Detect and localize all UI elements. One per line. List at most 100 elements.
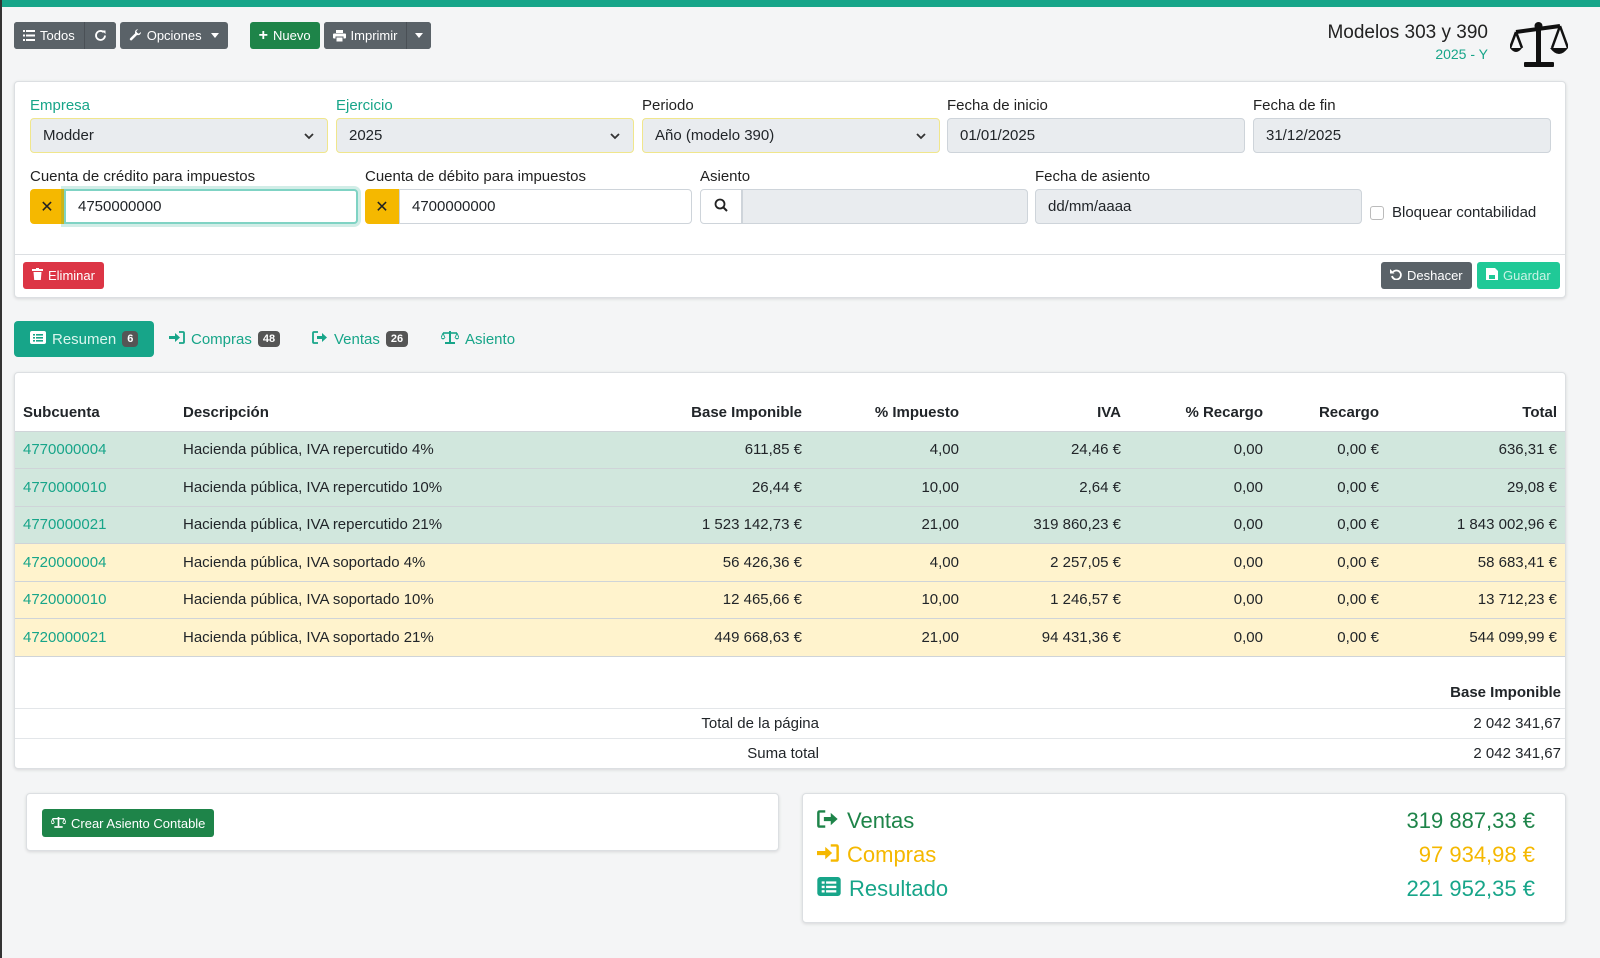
recargo-cell: 0,00 € <box>1271 468 1387 506</box>
close-icon: ✕ <box>40 198 54 216</box>
descripcion-cell: Hacienda pública, IVA soportado 21% <box>175 618 555 656</box>
fecha-asiento-placeholder: dd/mm/aaaa <box>1048 198 1132 215</box>
total-cell: 58 683,41 € <box>1387 543 1565 581</box>
opciones-button[interactable]: Opciones <box>119 22 228 49</box>
subcuenta-link[interactable]: 4720000010 <box>15 580 175 619</box>
iva-cell: 24,46 € <box>967 430 1129 469</box>
imprimir-button-group: Imprimir <box>323 22 432 49</box>
chevron-down-icon <box>609 129 621 146</box>
empresa-value: Modder <box>43 127 94 144</box>
recargo-cell: 0,00 € <box>1271 430 1387 469</box>
base-cell: 1 523 142,73 € <box>555 505 810 544</box>
grand-total-row: Suma total 2 042 341,67 <box>15 738 1565 768</box>
ejercicio-label: Ejercicio <box>336 97 393 114</box>
iva-summary-table: Subcuenta Descripción Base Imponible % I… <box>15 373 1565 656</box>
iva-cell: 2 257,05 € <box>967 543 1129 581</box>
bloquear-checkbox[interactable] <box>1370 205 1384 220</box>
eliminar-button[interactable]: Eliminar <box>23 262 104 289</box>
guardar-button[interactable]: Guardar <box>1477 262 1560 289</box>
ventas-label: Ventas <box>847 808 915 833</box>
iva-cell: 2,64 € <box>967 468 1129 506</box>
print-icon <box>332 29 346 42</box>
asiento-field[interactable] <box>742 189 1028 224</box>
impuesto-cell: 21,00 <box>810 618 967 656</box>
fecha-inicio-field[interactable]: 01/01/2025 <box>947 118 1245 153</box>
list-alt-icon <box>817 876 841 902</box>
iva-cell: 319 860,23 € <box>967 505 1129 544</box>
periodo-label: Periodo <box>642 97 694 114</box>
asiento-search-button[interactable] <box>700 189 742 224</box>
header-title-block: Modelos 303 y 390 2025 - Y <box>1327 22 1488 62</box>
sign-out-icon <box>817 808 839 834</box>
summary-table-card: Subcuenta Descripción Base Imponible % I… <box>14 372 1566 769</box>
ejercicio-value: 2025 <box>349 127 383 144</box>
totals-header: Base Imponible <box>1450 684 1561 701</box>
recargo-cell: 0,00 € <box>1271 618 1387 656</box>
nuevo-button[interactable]: + Nuevo <box>249 22 320 49</box>
base-cell: 56 426,36 € <box>555 543 810 581</box>
fecha-inicio-value: 01/01/2025 <box>960 127 1036 144</box>
debito-input[interactable]: 4700000000 <box>399 189 692 224</box>
debito-value: 4700000000 <box>412 198 496 215</box>
fecha-asiento-field[interactable]: dd/mm/aaaa <box>1035 189 1362 224</box>
totals-section: Base Imponible Total de la página 2 042 … <box>15 656 1565 768</box>
subcuenta-link[interactable]: 4770000010 <box>15 468 175 506</box>
compras-label: Compras <box>847 842 937 867</box>
table-row: 4770000021 Hacienda pública, IVA repercut… <box>15 505 1565 544</box>
recargo-pct-cell: 0,00 <box>1129 580 1271 619</box>
table-row: 4720000021 Hacienda pública, IVA soportad… <box>15 618 1565 656</box>
todos-button-group: Todos <box>14 22 116 49</box>
descripcion-cell: Hacienda pública, IVA repercutido 4% <box>175 430 555 469</box>
subcuenta-link[interactable]: 4770000021 <box>15 505 175 544</box>
tab-ventas[interactable]: Ventas 26 <box>312 321 409 357</box>
guardar-label: Guardar <box>1503 268 1551 283</box>
subcuenta-link[interactable]: 4720000021 <box>15 618 175 656</box>
clear-debito-button[interactable]: ✕ <box>365 189 399 224</box>
impuesto-cell: 10,00 <box>810 468 967 506</box>
page-total-label: Total de la página <box>701 715 819 732</box>
empresa-select[interactable]: Modder <box>30 118 328 153</box>
tab-asiento-label: Asiento <box>465 330 516 348</box>
list-alt-icon <box>30 330 46 348</box>
fecha-fin-field[interactable]: 31/12/2025 <box>1253 118 1551 153</box>
refresh-icon <box>94 29 107 42</box>
total-cell: 13 712,23 € <box>1387 580 1565 619</box>
tab-resumen[interactable]: Resumen 6 <box>14 321 154 357</box>
nuevo-label: Nuevo <box>272 28 311 43</box>
credito-input[interactable]: 4750000000 <box>64 189 358 224</box>
recargo-pct-cell: 0,00 <box>1129 505 1271 544</box>
crear-asiento-button[interactable]: Crear Asiento Contable <box>42 809 215 837</box>
tab-ventas-badge: 26 <box>385 331 409 347</box>
base-cell: 26,44 € <box>555 468 810 506</box>
todos-button[interactable]: Todos <box>14 22 84 49</box>
impuesto-cell: 21,00 <box>810 505 967 544</box>
asiento-label: Asiento <box>700 168 751 185</box>
chevron-down-icon <box>915 129 927 146</box>
ventas-summary: Ventas <box>817 808 914 834</box>
balance-scale-icon <box>50 816 67 831</box>
tab-resumen-label: Resumen <box>52 330 117 348</box>
refresh-button[interactable] <box>83 22 116 49</box>
clear-credito-button[interactable]: ✕ <box>30 189 64 224</box>
tab-asiento[interactable]: Asiento <box>440 321 516 357</box>
tab-compras-label: Compras <box>191 330 252 348</box>
ejercicio-select[interactable]: 2025 <box>336 118 634 153</box>
todos-label: Todos <box>40 28 75 43</box>
imprimir-button[interactable]: Imprimir <box>323 22 407 49</box>
imprimir-dropdown-toggle[interactable] <box>406 22 432 49</box>
list-icon <box>23 30 35 41</box>
tab-resumen-badge: 6 <box>122 331 139 347</box>
tab-compras[interactable]: Compras 48 <box>169 321 281 357</box>
descripcion-cell: Hacienda pública, IVA repercutido 21% <box>175 505 555 544</box>
search-icon <box>714 198 728 216</box>
periodo-select[interactable]: Año (modelo 390) <box>642 118 940 153</box>
total-cell: 544 099,99 € <box>1387 618 1565 656</box>
deshacer-button[interactable]: Deshacer <box>1381 262 1472 289</box>
descripcion-cell: Hacienda pública, IVA soportado 4% <box>175 543 555 581</box>
subcuenta-link[interactable]: 4770000004 <box>15 430 175 469</box>
subcuenta-link[interactable]: 4720000004 <box>15 543 175 581</box>
caret-down-icon <box>210 33 219 38</box>
col-descripcion: Descripción <box>183 403 269 421</box>
opciones-label: Opciones <box>146 28 202 43</box>
compras-value: 97 934,98 € <box>1418 842 1535 867</box>
